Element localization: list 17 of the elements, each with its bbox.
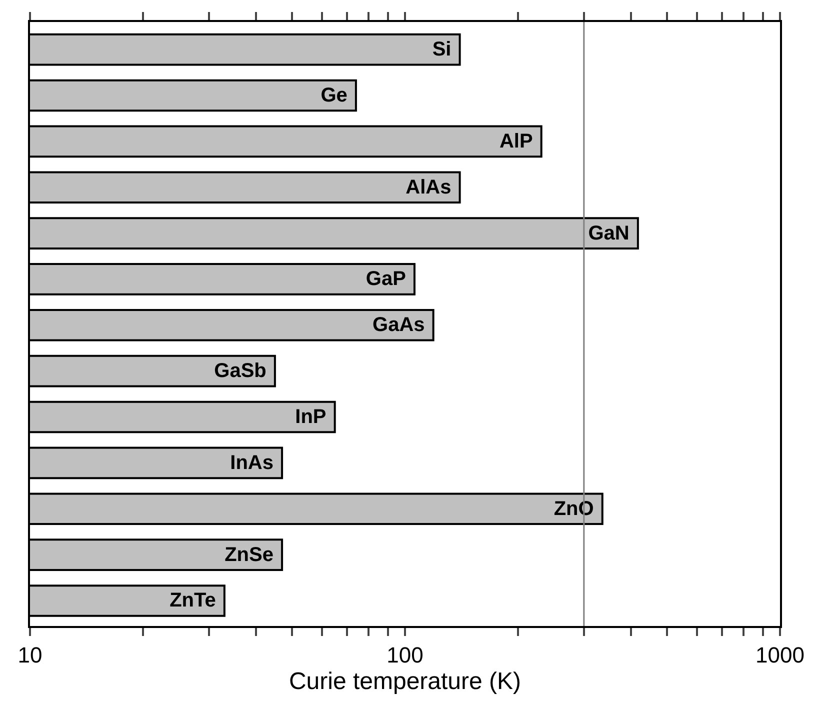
- y-tick-label: GaN: [588, 222, 630, 244]
- y-tick-label: GaAs: [372, 314, 425, 336]
- x-tick-label: 1000: [756, 642, 804, 668]
- y-tick-label: AlAs: [406, 176, 452, 198]
- y-tick-label: InP: [295, 406, 326, 428]
- y-tick-label: Si: [432, 38, 452, 61]
- x-tick-label: 10: [18, 642, 42, 668]
- y-tick-label: ZnSe: [224, 544, 274, 566]
- y-tick-label: ZnO: [554, 498, 594, 520]
- y-tick-label: ZnTe: [170, 590, 216, 612]
- y-tick-label: Ge: [320, 84, 348, 106]
- y-tick-label: GaP: [366, 268, 406, 290]
- y-tick-label: InAs: [230, 452, 274, 474]
- x-axis-title: Curie temperature (K): [288, 668, 522, 696]
- y-tick-label: AlP: [499, 130, 533, 152]
- x-tick-label: 100: [386, 642, 424, 668]
- y-tick-label: GaSb: [214, 360, 266, 382]
